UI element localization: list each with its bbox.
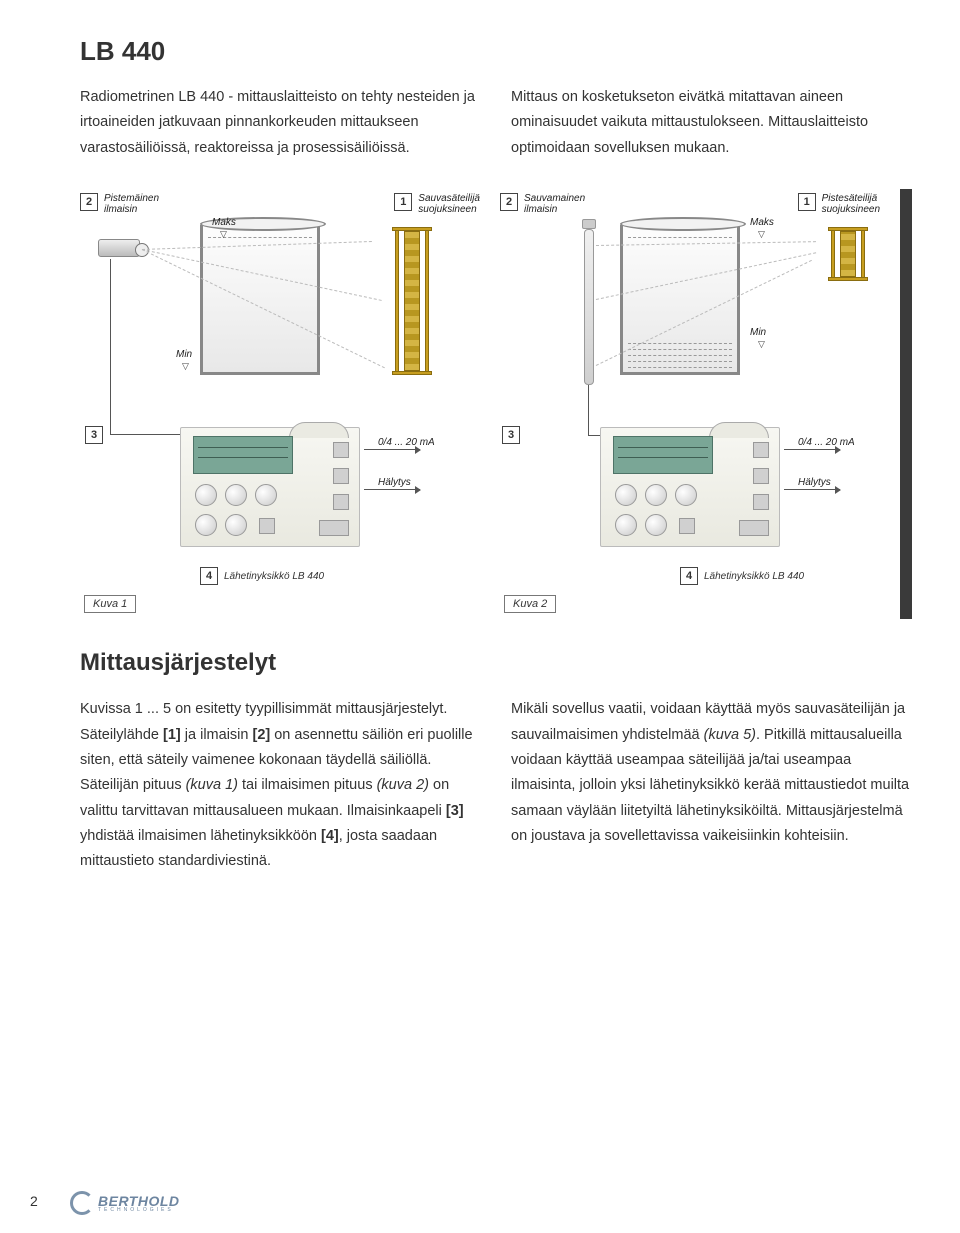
body-right: Mikäli sovellus vaatii, voidaan käyttää …	[511, 697, 912, 875]
output-arrow-icon	[364, 489, 420, 490]
tank-icon	[620, 225, 740, 375]
doc-title: LB 440	[80, 36, 912, 67]
detector-number: 2	[80, 193, 98, 211]
min-label: Min	[750, 327, 766, 338]
output-arrow-icon	[784, 489, 840, 490]
source-label: Sauvasäteilijä	[418, 193, 480, 204]
source-number: 1	[798, 193, 816, 211]
body-columns: Kuvissa 1 ... 5 on esitetty tyypillisimm…	[80, 697, 912, 875]
point-detector-icon	[98, 239, 140, 257]
source-label-2: suojuksineen	[822, 204, 880, 215]
cable-line	[110, 259, 111, 434]
transmitter-unit-icon	[600, 427, 780, 547]
diagram-row: 2 Pistemäinen ilmaisin 1 Sauvasäteilijä …	[80, 189, 912, 619]
arrow-down-icon: ▽	[758, 339, 765, 350]
maks-label: Maks	[212, 217, 236, 228]
source-label-2: suojuksineen	[418, 204, 480, 215]
intro-right: Mittaus on kosketukseton eivätkä mitatta…	[511, 85, 912, 161]
unit-caption: Lähetinyksikkö LB 440	[704, 571, 804, 582]
unit-number: 4	[680, 567, 698, 585]
tank-icon	[200, 225, 320, 375]
arrow-down-icon: ▽	[758, 229, 765, 240]
cable-line	[588, 385, 589, 435]
diagram-kuva-1: 2 Pistemäinen ilmaisin 1 Sauvasäteilijä …	[80, 189, 480, 619]
transmitter-unit-icon	[180, 427, 360, 547]
point-source-icon	[840, 231, 856, 277]
figure-caption: Kuva 2	[504, 595, 556, 613]
brand-logo: BERTHOLD TECHNOLOGIES	[70, 1191, 180, 1215]
cable-number: 3	[502, 426, 520, 444]
page-number: 2	[30, 1193, 38, 1209]
detector-number: 2	[500, 193, 518, 211]
detector-label: Pistemäinen	[104, 193, 159, 204]
output-arrow-icon	[784, 449, 840, 450]
output-alarm-label: Hälytys	[798, 477, 831, 488]
min-label: Min	[176, 349, 192, 360]
source-label: Pistesäteilijä	[822, 193, 880, 204]
unit-number: 4	[200, 567, 218, 585]
cable-number: 3	[85, 426, 103, 444]
section-title: Mittausjärjestelyt	[80, 649, 912, 677]
output-ma-label: 0/4 ... 20 mA	[378, 437, 435, 448]
arrow-down-icon: ▽	[220, 229, 227, 240]
detector-cap-icon	[582, 219, 596, 229]
rod-source-icon	[404, 231, 420, 371]
maks-label: Maks	[750, 217, 774, 228]
detector-label: Sauvamainen	[524, 193, 585, 204]
unit-caption: Lähetinyksikkö LB 440	[224, 571, 324, 582]
detector-label-2: ilmaisin	[104, 204, 159, 215]
diagram-kuva-2: 2 Sauvamainen ilmaisin 1 Pistesäteilijä …	[500, 189, 912, 619]
logo-subtext: TECHNOLOGIES	[98, 1207, 180, 1213]
arrow-down-icon: ▽	[182, 361, 189, 372]
output-ma-label: 0/4 ... 20 mA	[798, 437, 855, 448]
body-left: Kuvissa 1 ... 5 on esitetty tyypillisimm…	[80, 697, 481, 875]
intro-left: Radiometrinen LB 440 - mittauslaitteisto…	[80, 85, 481, 161]
detector-label-2: ilmaisin	[524, 204, 585, 215]
figure-caption: Kuva 1	[84, 595, 136, 613]
source-number: 1	[394, 193, 412, 211]
output-alarm-label: Hälytys	[378, 477, 411, 488]
logo-mark-icon	[70, 1191, 94, 1215]
rod-detector-icon	[584, 229, 594, 385]
output-arrow-icon	[364, 449, 420, 450]
intro-columns: Radiometrinen LB 440 - mittauslaitteisto…	[80, 85, 912, 161]
